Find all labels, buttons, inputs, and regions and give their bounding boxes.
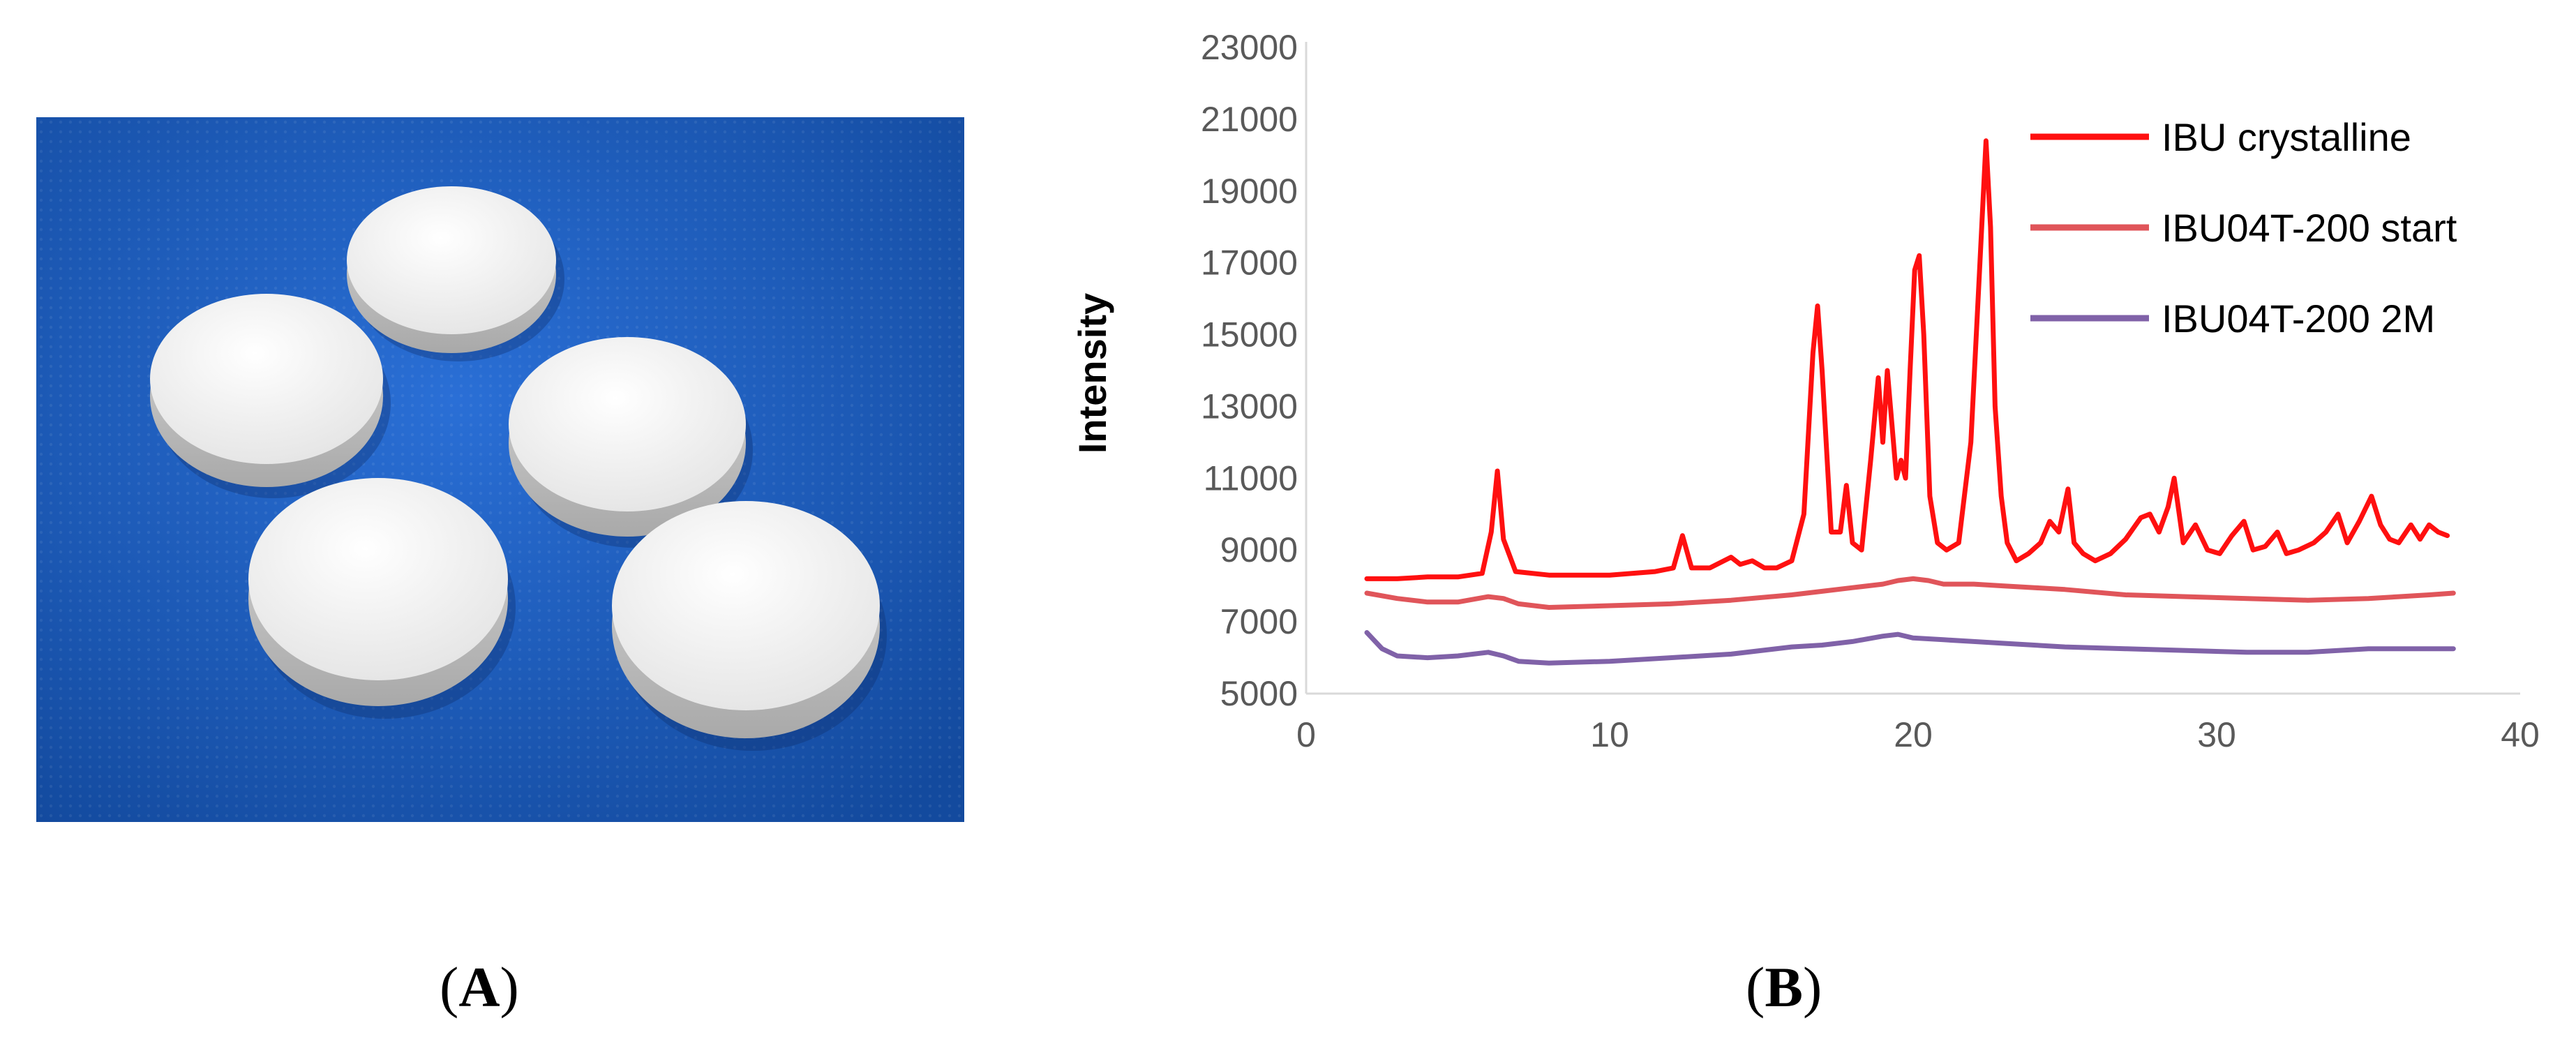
y-tick-label: 11000 bbox=[1204, 458, 1298, 498]
chart-series bbox=[1364, 138, 2456, 666]
series-line bbox=[1364, 630, 2456, 666]
tablet-top-center bbox=[347, 186, 564, 361]
y-tick-label: 21000 bbox=[1201, 100, 1298, 139]
legend-entry: IBU crystalline bbox=[2162, 115, 2411, 159]
tablets-photo bbox=[36, 117, 964, 822]
panel-label-b-letter: B bbox=[1765, 955, 1804, 1019]
x-tick-label: 0 bbox=[1296, 715, 1316, 754]
y-tick-label: 9000 bbox=[1220, 530, 1298, 569]
tablet-left bbox=[150, 294, 391, 498]
series-line bbox=[1364, 576, 2456, 610]
y-axis-label: Intensity bbox=[1070, 293, 1114, 454]
x-tick-label: 10 bbox=[1590, 715, 1629, 754]
panel-label-a-letter: A bbox=[458, 955, 500, 1019]
y-tick-label: 17000 bbox=[1201, 244, 1298, 283]
panel-label-b: (B) bbox=[1746, 955, 1822, 1019]
x-tick-label: 20 bbox=[1894, 715, 1933, 754]
x-tick-label: 40 bbox=[2501, 715, 2540, 754]
y-tick-label: 23000 bbox=[1201, 28, 1298, 67]
tablet-center bbox=[509, 337, 753, 548]
series-line bbox=[1364, 138, 2450, 581]
y-tick-label: 5000 bbox=[1220, 674, 1298, 713]
legend-entry: IBU04T-200 start bbox=[2162, 206, 2457, 250]
tablet-bottom-left bbox=[248, 478, 516, 719]
y-tick-label: 19000 bbox=[1201, 172, 1298, 211]
legend-entry: IBU04T-200 2M bbox=[2162, 297, 2435, 341]
chart-axes bbox=[1305, 42, 2520, 695]
y-tick-label: 13000 bbox=[1201, 387, 1298, 426]
y-tick-label: 15000 bbox=[1201, 315, 1298, 354]
chart-ticks: 0 10 20 30 40 5000 7000 9000 11000 13000 15000 1700… bbox=[1201, 28, 2540, 754]
tablet-bottom-right bbox=[612, 501, 887, 751]
chart-legend: IBU crystalline IBU04T-200 start IBU04T-20… bbox=[2030, 115, 2457, 341]
x-tick-label: 30 bbox=[2197, 715, 2236, 754]
y-tick-label: 7000 bbox=[1220, 602, 1298, 641]
panel-label-a: (A) bbox=[440, 955, 519, 1019]
